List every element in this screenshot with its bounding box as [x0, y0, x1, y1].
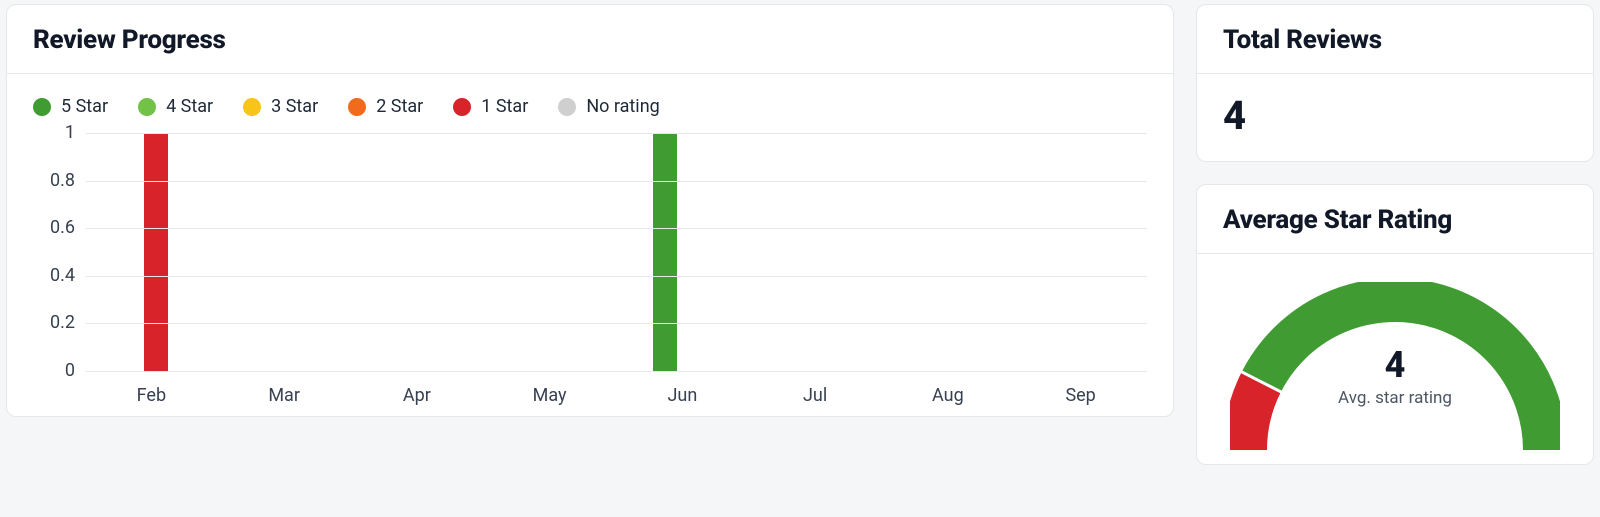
x-tick-label: May: [483, 371, 616, 406]
x-tick-label: Jun: [616, 371, 749, 406]
legend-swatch: [243, 98, 261, 116]
month-column: [219, 133, 352, 371]
legend-item: 1 Star: [453, 96, 528, 117]
total-reviews-title: Total Reviews: [1223, 25, 1567, 55]
review-progress-chart: 10.80.60.40.20: [33, 133, 1147, 371]
legend-item: 4 Star: [138, 96, 213, 117]
legend-swatch: [348, 98, 366, 116]
chart-bars: [86, 133, 1147, 371]
legend-item: No rating: [558, 96, 659, 117]
average-rating-gauge: 4 Avg. star rating: [1230, 282, 1560, 456]
review-progress-card: Review Progress 5 Star 4 Star 3 Star 2 Star…: [6, 4, 1174, 417]
month-column: [351, 133, 484, 371]
chart-bar: [653, 133, 677, 371]
x-tick-label: Aug: [882, 371, 1015, 406]
review-progress-title: Review Progress: [33, 25, 1147, 55]
legend-label: 2 Star: [376, 96, 423, 117]
legend-item: 2 Star: [348, 96, 423, 117]
x-tick-label: Sep: [1014, 371, 1147, 406]
legend-label: 1 Star: [481, 96, 528, 117]
average-rating-card: Average Star Rating 4 Avg. star rating: [1196, 184, 1594, 465]
average-rating-title: Average Star Rating: [1223, 205, 1567, 235]
x-tick-label: Apr: [351, 371, 484, 406]
chart-bar: [144, 133, 168, 371]
legend-label: No rating: [586, 96, 659, 117]
legend-label: 5 Star: [61, 96, 108, 117]
x-tick-label: Feb: [85, 371, 218, 406]
month-column: [1014, 133, 1147, 371]
x-axis: FebMarAprMayJunJulAugSep: [85, 371, 1147, 406]
x-tick-label: Jul: [749, 371, 882, 406]
chart-plot: [85, 133, 1147, 371]
month-column: [86, 133, 219, 371]
legend-swatch: [558, 98, 576, 116]
gauge-value: 4: [1230, 344, 1560, 386]
gauge-subtitle: Avg. star rating: [1230, 388, 1560, 408]
month-column: [749, 133, 882, 371]
legend-item: 5 Star: [33, 96, 108, 117]
y-axis: 10.80.60.40.20: [33, 133, 85, 371]
x-tick-label: Mar: [218, 371, 351, 406]
total-reviews-value: 4: [1223, 92, 1567, 139]
month-column: [484, 133, 617, 371]
legend-swatch: [33, 98, 51, 116]
month-column: [882, 133, 1015, 371]
legend-label: 4 Star: [166, 96, 213, 117]
legend-label: 3 Star: [271, 96, 318, 117]
month-column: [617, 133, 750, 371]
legend-swatch: [453, 98, 471, 116]
chart-legend: 5 Star 4 Star 3 Star 2 Star 1 Star No rating: [7, 74, 1173, 125]
total-reviews-card: Total Reviews 4: [1196, 4, 1594, 162]
legend-swatch: [138, 98, 156, 116]
legend-item: 3 Star: [243, 96, 318, 117]
